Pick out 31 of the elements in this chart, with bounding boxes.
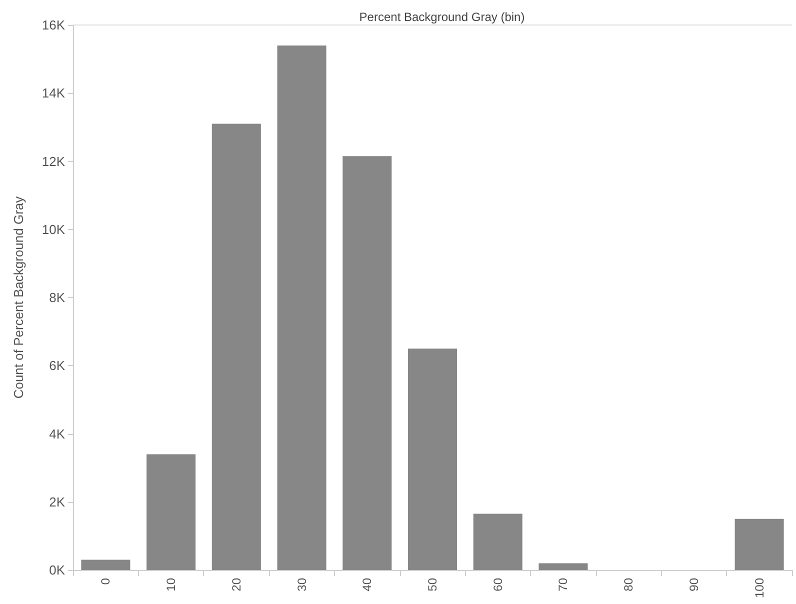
y-tick-label: 8K: [49, 290, 66, 305]
x-tick-label: 70: [556, 578, 570, 592]
bar: [146, 454, 196, 570]
x-axis-title: Percent Background Gray (bin): [359, 10, 525, 24]
bar: [212, 124, 261, 570]
y-tick-label: 4K: [49, 426, 66, 442]
y-tick-label: 14K: [42, 86, 66, 101]
x-tick-label: 40: [360, 578, 374, 592]
bar: [81, 560, 130, 570]
y-tick-label: 2K: [49, 494, 66, 510]
x-tick-label: 30: [294, 578, 309, 592]
x-tick-label: 20: [229, 578, 244, 592]
x-tick-label: 0: [98, 578, 113, 585]
y-tick-label: 0K: [49, 562, 66, 578]
bar: [342, 156, 392, 570]
y-tick-label: 16K: [42, 18, 66, 32]
x-tick-label: 90: [686, 578, 701, 592]
y-tick-label: 12K: [42, 154, 66, 169]
bar: [473, 514, 522, 570]
bar: [408, 348, 458, 570]
bar: [734, 518, 784, 570]
y-tick-label: 6K: [49, 358, 66, 374]
x-tick-label: 100: [752, 578, 766, 598]
bar: [538, 563, 588, 570]
x-tick-label: 60: [490, 578, 505, 592]
x-tick-label: 80: [622, 578, 636, 592]
bar: [277, 45, 326, 570]
y-tick-label: 10K: [42, 222, 66, 237]
x-tick-label: 10: [164, 578, 178, 592]
y-axis-title: Count of Percent Background Gray: [11, 196, 26, 399]
x-tick-label: 50: [426, 578, 440, 592]
